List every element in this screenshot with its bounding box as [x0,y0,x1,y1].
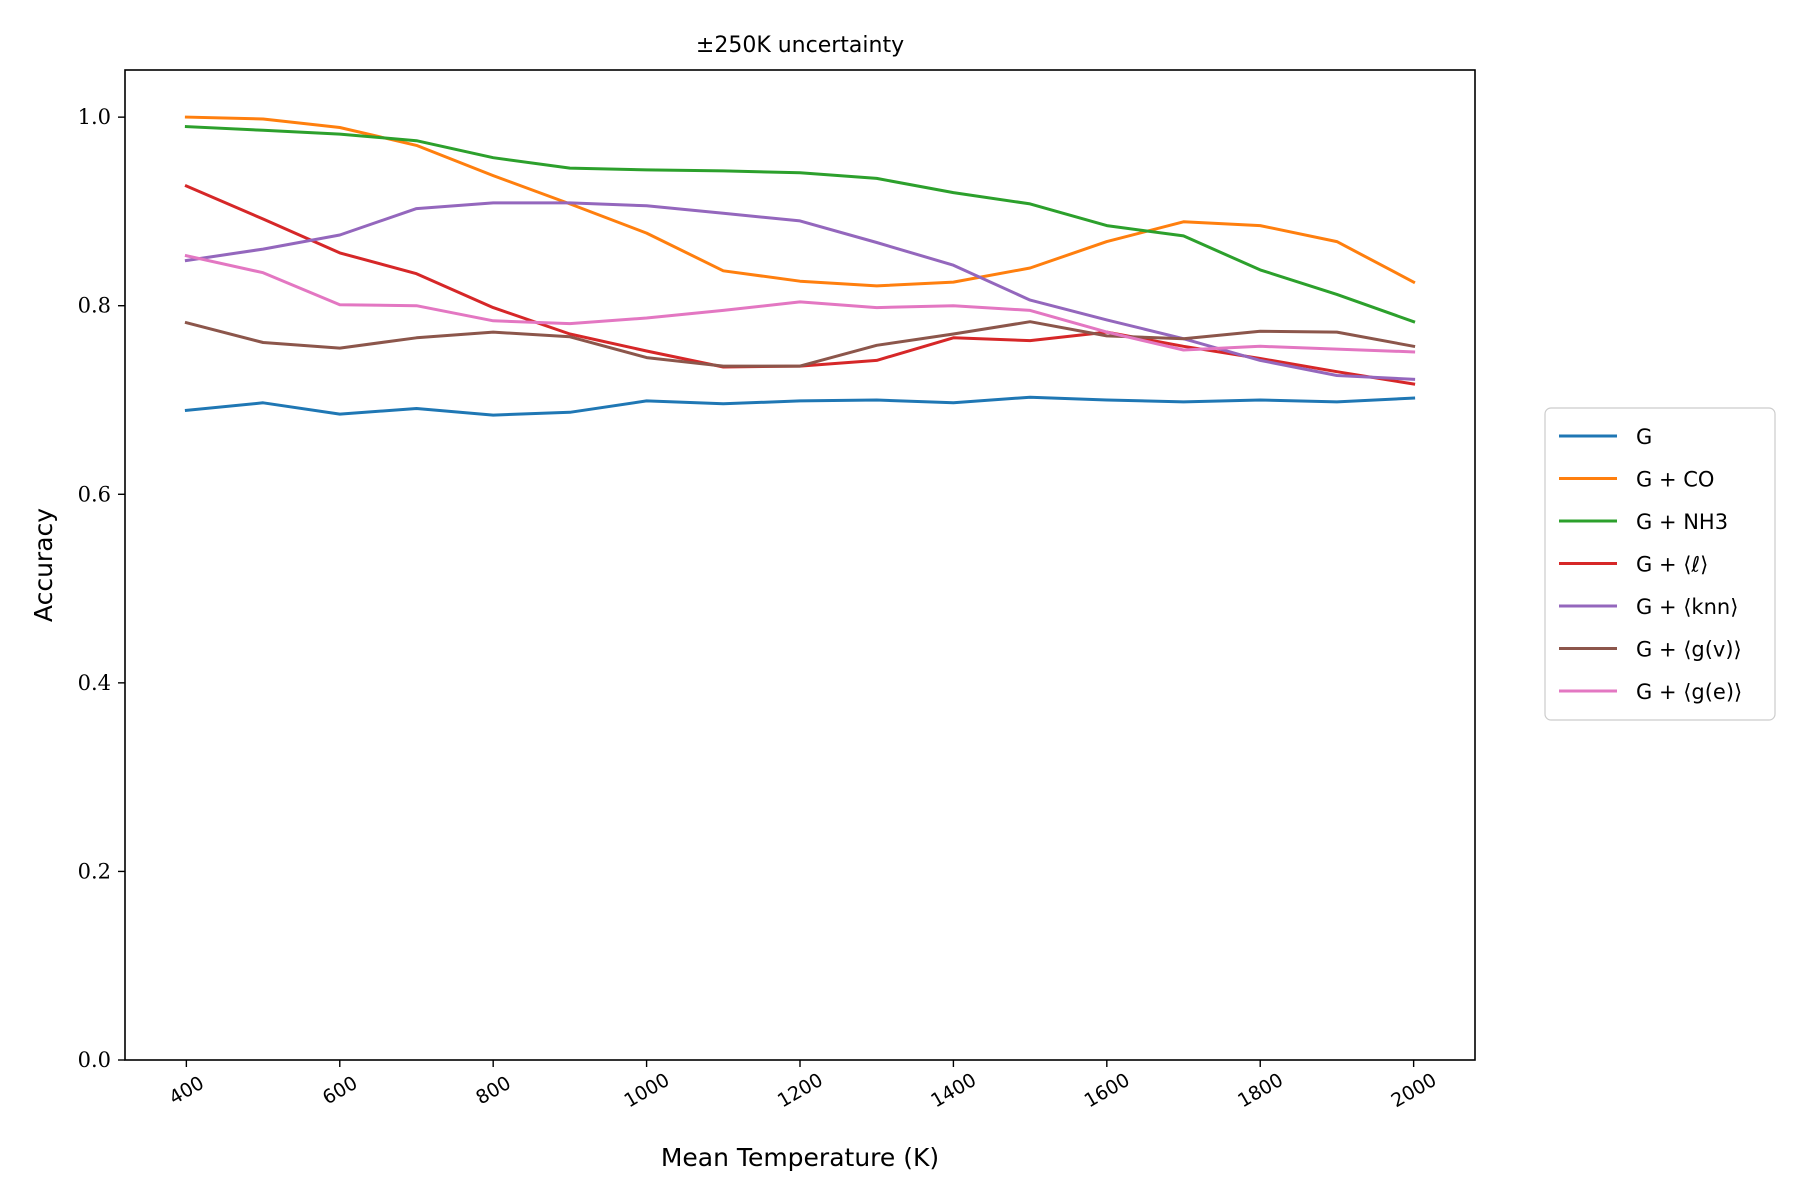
legend-label: G + NH3 [1636,510,1728,534]
legend-label: G + ⟨ℓ⟩ [1636,553,1708,577]
series-lines [184,115,1416,417]
legend: G G + CO G + NH3 G + ⟨ℓ⟩ G + ⟨knn⟩ G + ⟨g(v)⟩… [1544,407,1776,721]
x-tick-label: 600 [319,1072,361,1109]
y-tick-label: 0.8 [78,294,111,318]
y-tick-label: 0.6 [78,482,111,506]
series-line [184,125,1416,324]
series-line [184,184,1416,386]
x-tick-label: 2000 [1388,1069,1441,1112]
x-tick-label: 1400 [927,1069,980,1112]
x-tick-label: 800 [472,1072,514,1109]
series-line [184,320,1416,368]
legend-label: G + ⟨g(e)⟩ [1636,680,1742,704]
legend-label: G [1636,425,1652,449]
y-tick-label: 0.2 [78,859,111,883]
plot-area-frame [124,69,1476,1061]
x-axis-ticks: 400 600 800 1000 1200 1400 1600 1800 2000 [165,1060,1440,1112]
x-tick-label: 1200 [774,1069,827,1112]
y-tick-label: 0.4 [78,671,111,695]
x-tick-label: 1600 [1081,1069,1134,1112]
y-tick-label: 0.0 [78,1048,111,1072]
y-tick-label: 1.0 [78,105,111,129]
y-axis-ticks: 0.0 0.2 0.4 0.6 0.8 1.0 [78,105,125,1072]
chart-title: ±250K uncertainty [696,33,904,58]
x-tick-label: 400 [165,1072,207,1109]
series-line [184,253,1416,354]
legend-label: G + ⟨knn⟩ [1636,595,1738,619]
x-axis-label: Mean Temperature (K) [661,1143,939,1172]
y-axis-label: Accuracy [29,508,58,622]
x-tick-label: 1000 [620,1069,673,1112]
series-line [184,395,1416,417]
x-tick-label: 1800 [1234,1069,1287,1112]
series-line [184,201,1416,381]
legend-frame [1544,407,1776,721]
legend-label: G + CO [1636,468,1714,492]
legend-label: G + ⟨g(v)⟩ [1636,638,1742,662]
